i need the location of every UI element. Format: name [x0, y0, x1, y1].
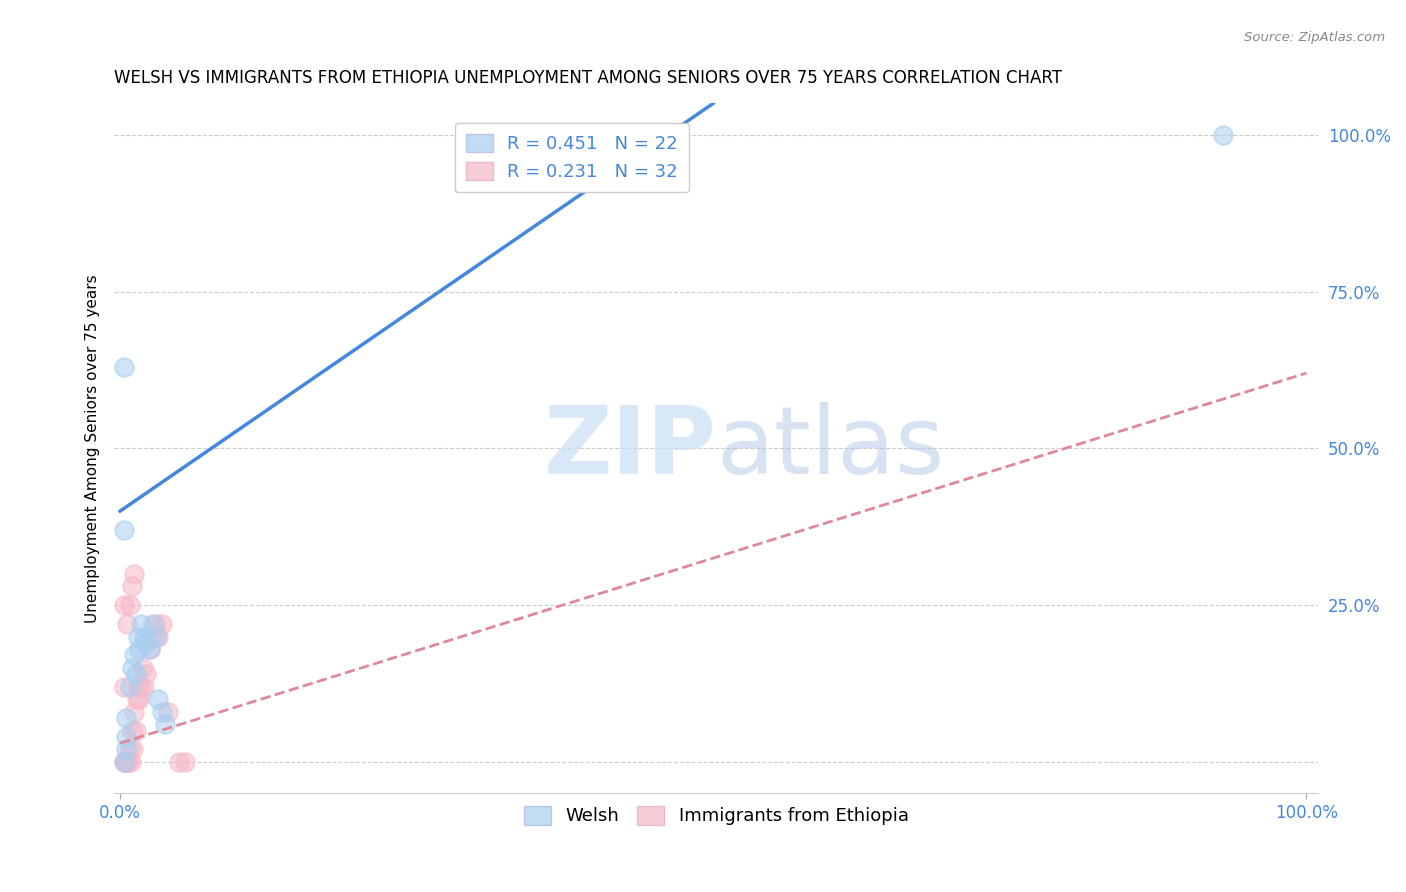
Point	[115, 755, 138, 769]
Point	[131, 617, 153, 632]
Point	[132, 680, 155, 694]
Point	[117, 755, 139, 769]
Point	[153, 717, 176, 731]
Point	[112, 359, 135, 374]
Point	[150, 705, 173, 719]
Text: WELSH VS IMMIGRANTS FROM ETHIOPIA UNEMPLOYMENT AMONG SENIORS OVER 75 YEARS CORRE: WELSH VS IMMIGRANTS FROM ETHIOPIA UNEMPL…	[114, 69, 1062, 87]
Text: atlas: atlas	[716, 402, 945, 494]
Point	[125, 692, 148, 706]
Point	[124, 723, 146, 738]
Point	[146, 692, 169, 706]
Point	[114, 755, 136, 769]
Point	[121, 661, 143, 675]
Point	[169, 755, 191, 769]
Point	[124, 566, 146, 581]
Point	[131, 680, 153, 694]
Text: Source: ZipAtlas.com: Source: ZipAtlas.com	[1244, 31, 1385, 45]
Point	[115, 617, 138, 632]
Point	[139, 642, 162, 657]
Point	[118, 680, 141, 694]
Point	[112, 598, 135, 612]
Point	[132, 630, 155, 644]
Point	[135, 636, 157, 650]
Point	[118, 742, 141, 756]
Y-axis label: Unemployment Among Seniors over 75 years: Unemployment Among Seniors over 75 years	[86, 274, 100, 623]
Point	[145, 617, 167, 632]
Point	[145, 630, 167, 644]
Point	[128, 642, 150, 657]
Legend: Welsh, Immigrants from Ethiopia: Welsh, Immigrants from Ethiopia	[516, 799, 915, 832]
Point	[122, 742, 145, 756]
Point	[120, 755, 142, 769]
Point	[121, 723, 143, 738]
Point	[121, 579, 143, 593]
Point	[112, 523, 135, 537]
Point	[112, 680, 135, 694]
Point	[146, 630, 169, 644]
Text: ZIP: ZIP	[543, 402, 716, 494]
Point	[150, 617, 173, 632]
Point	[1212, 128, 1234, 142]
Point	[131, 661, 153, 675]
Point	[118, 598, 141, 612]
Point	[124, 667, 146, 681]
Point	[127, 630, 149, 644]
Point	[124, 648, 146, 663]
Point	[115, 730, 138, 744]
Point	[156, 705, 179, 719]
Point	[141, 630, 163, 644]
Point	[142, 617, 165, 632]
Point	[112, 755, 135, 769]
Point	[112, 755, 135, 769]
Point	[127, 680, 149, 694]
Point	[139, 642, 162, 657]
Point	[135, 667, 157, 681]
Point	[115, 742, 138, 756]
Point	[124, 705, 146, 719]
Point	[115, 755, 138, 769]
Point	[115, 711, 138, 725]
Point	[128, 692, 150, 706]
Point	[174, 755, 197, 769]
